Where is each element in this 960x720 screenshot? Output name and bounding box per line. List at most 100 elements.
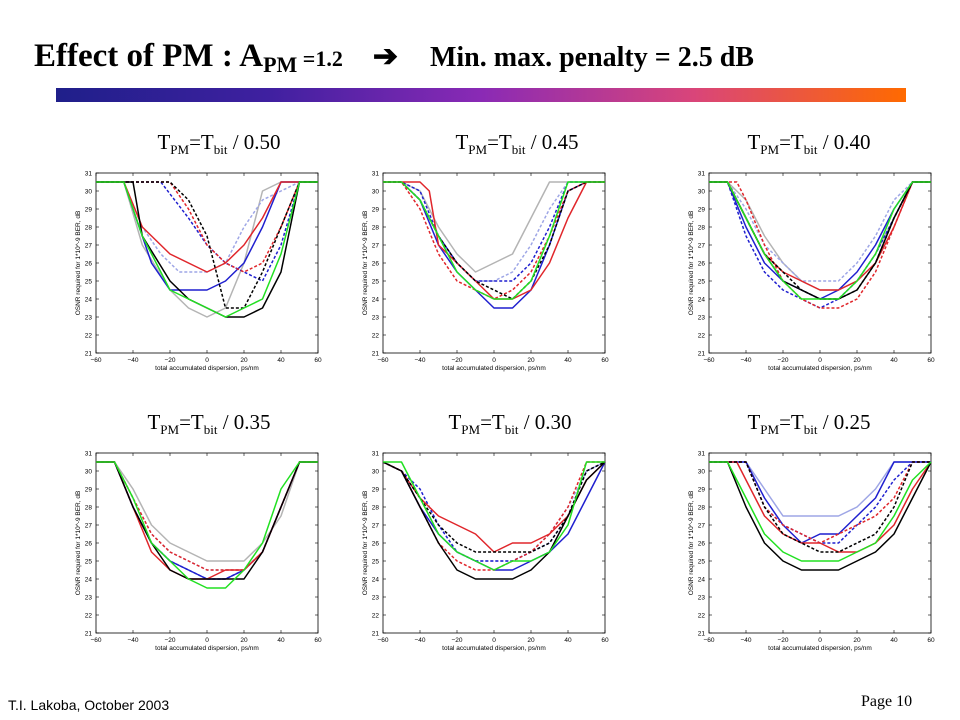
x-tick-label: 0 <box>818 637 822 644</box>
x-axis-label: total accumulated dispersion, ps/nm <box>768 365 872 372</box>
y-tick-label: 21 <box>372 631 380 638</box>
series-line-gray-solid <box>96 461 318 562</box>
panel-title-3: TPM=Tbit / 0.40 <box>747 130 871 158</box>
x-tick-label: 60 <box>314 357 322 364</box>
y-tick-label: 24 <box>372 297 380 304</box>
series-line-black-dashed <box>96 181 318 309</box>
y-tick-label: 22 <box>372 613 380 620</box>
slide-title-right: Min. max. penalty = 2.5 dB <box>429 42 754 73</box>
y-tick-label: 31 <box>698 171 706 178</box>
x-axis-label: total accumulated dispersion, ps/nm <box>442 365 546 372</box>
x-tick-label: 60 <box>314 637 322 644</box>
series-line-blue-dashed <box>96 181 318 282</box>
y-tick-label: 30 <box>698 469 706 476</box>
y-tick-label: 22 <box>85 333 93 340</box>
panel-title-6: TPM=Tbit / 0.25 <box>747 410 871 438</box>
y-tick-label: 26 <box>85 541 93 548</box>
x-tick-label: 60 <box>927 637 935 644</box>
series-line-green-solid <box>709 181 931 300</box>
chart-panel-3: 21 22 23 24 25 26 27 28 29 30 31 −60 −40 −20 0 20 40 60 to… <box>688 171 935 373</box>
x-tick-label: 0 <box>205 357 209 364</box>
x-tick-label: 40 <box>564 357 572 364</box>
y-tick-label: 29 <box>85 207 93 214</box>
panel-title-2: TPM=Tbit / 0.45 <box>455 130 579 158</box>
x-axis-label: total accumulated dispersion, ps/nm <box>155 645 259 652</box>
x-tick-label: −20 <box>164 357 175 364</box>
y-tick-label: 28 <box>85 225 93 232</box>
x-tick-label: −60 <box>90 637 101 644</box>
x-tick-label: 0 <box>818 357 822 364</box>
x-tick-label: 40 <box>890 637 898 644</box>
x-tick-label: −40 <box>127 637 138 644</box>
x-tick-label: 20 <box>853 637 861 644</box>
series-line-red-dashed <box>96 181 318 273</box>
y-tick-label: 29 <box>85 487 93 494</box>
footer-author: T.I. Lakoba, October 2003 <box>8 697 170 713</box>
y-tick-label: 31 <box>698 451 706 458</box>
plot-frame <box>382 452 606 634</box>
chart-panel-2: 21 22 23 24 25 26 27 28 29 30 31 −60 −40 −20 0 20 40 60 to… <box>362 171 609 373</box>
chart-panel-5: 21 22 23 24 25 26 27 28 29 30 31 −60 −40 −20 0 20 40 60 to… <box>362 451 609 653</box>
x-tick-label: −40 <box>414 357 425 364</box>
y-tick-label: 23 <box>698 315 706 322</box>
panel-title-4: TPM=Tbit / 0.35 <box>147 410 271 438</box>
series-line-black-dashed <box>709 461 931 553</box>
series-line-black-solid <box>96 461 318 580</box>
x-tick-label: 60 <box>927 357 935 364</box>
x-tick-label: −20 <box>451 637 462 644</box>
x-tick-label: −20 <box>451 357 462 364</box>
y-axis-label: OSNR required for 1*10^-9 BER, dB <box>688 491 695 596</box>
y-tick-label: 29 <box>698 487 706 494</box>
series-line-green-solid <box>96 461 318 589</box>
x-tick-label: −60 <box>90 357 101 364</box>
y-tick-label: 22 <box>85 613 93 620</box>
y-tick-label: 23 <box>85 315 93 322</box>
x-tick-label: 40 <box>277 637 285 644</box>
x-tick-label: −40 <box>740 637 751 644</box>
y-tick-label: 27 <box>698 243 706 250</box>
x-tick-label: 20 <box>240 637 248 644</box>
y-tick-label: 24 <box>372 577 380 584</box>
series-line-green-solid <box>709 461 932 562</box>
x-tick-label: −40 <box>740 357 751 364</box>
y-tick-label: 22 <box>372 333 380 340</box>
y-tick-label: 26 <box>698 261 706 268</box>
series-line-blue-solid <box>709 461 931 544</box>
y-tick-label: 22 <box>698 333 706 340</box>
plot-frame <box>95 452 319 634</box>
y-tick-label: 26 <box>85 261 93 268</box>
y-tick-label: 29 <box>372 207 380 214</box>
x-tick-label: −60 <box>377 357 388 364</box>
y-tick-label: 30 <box>85 189 93 196</box>
y-tick-label: 25 <box>372 279 380 286</box>
x-tick-label: 20 <box>527 637 535 644</box>
y-tick-label: 28 <box>698 505 706 512</box>
x-axis-label: total accumulated dispersion, ps/nm <box>155 365 259 372</box>
chart-panel-4: 21 22 23 24 25 26 27 28 29 30 31 −60 −40 −20 0 20 40 60 to… <box>75 451 322 653</box>
x-tick-label: −60 <box>377 637 388 644</box>
y-tick-label: 24 <box>85 297 93 304</box>
slide-title-eq: =1.2 <box>297 46 343 71</box>
y-tick-label: 21 <box>698 631 706 638</box>
plot-frame <box>708 172 932 354</box>
y-tick-label: 27 <box>372 243 380 250</box>
y-tick-label: 25 <box>698 559 706 566</box>
y-tick-label: 24 <box>85 577 93 584</box>
y-tick-label: 21 <box>372 351 380 358</box>
y-tick-label: 21 <box>85 351 93 358</box>
x-tick-label: 0 <box>205 637 209 644</box>
x-tick-label: 0 <box>492 637 496 644</box>
y-tick-label: 21 <box>698 351 706 358</box>
y-tick-label: 27 <box>85 243 93 250</box>
slide-title-sub: PM <box>263 52 298 77</box>
y-tick-label: 30 <box>372 189 380 196</box>
x-tick-label: 60 <box>601 637 609 644</box>
y-tick-label: 23 <box>372 315 380 322</box>
series-line-green-solid <box>96 181 318 318</box>
y-axis-label: OSNR required for 1*10^-9 BER, dB <box>75 491 82 596</box>
y-tick-label: 31 <box>85 451 93 458</box>
x-tick-label: 20 <box>240 357 248 364</box>
y-tick-label: 26 <box>698 541 706 548</box>
y-tick-label: 29 <box>372 487 380 494</box>
y-tick-label: 23 <box>698 595 706 602</box>
